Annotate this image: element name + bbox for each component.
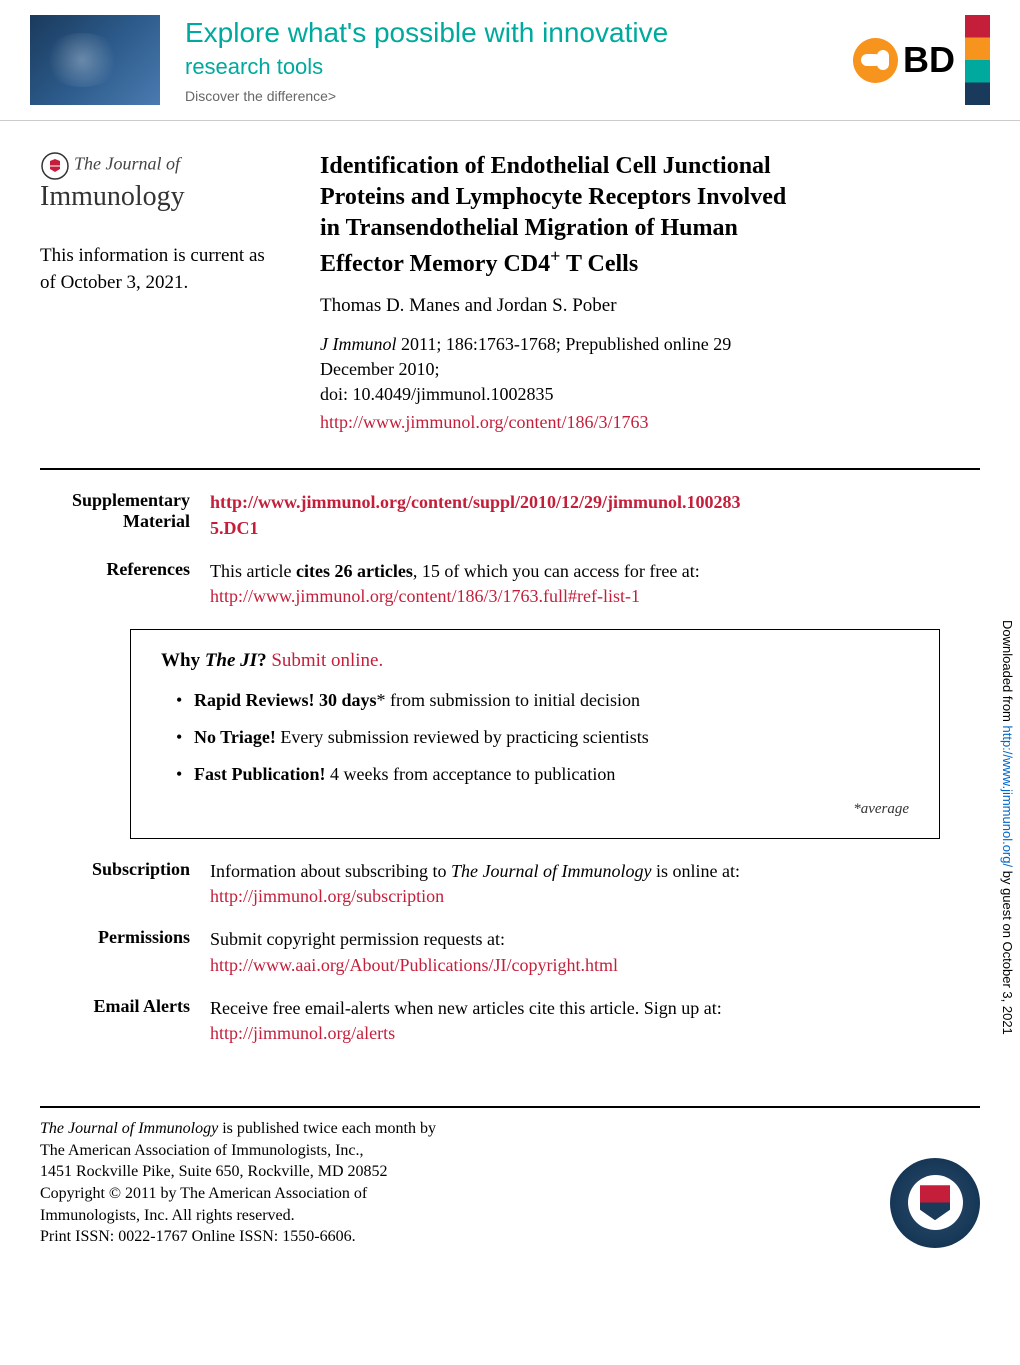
- why-item-rapid: Rapid Reviews! 30 days* from submission …: [176, 690, 909, 711]
- why-title: Why The JI? Submit online.: [161, 650, 909, 672]
- aai-small-icon: [40, 151, 70, 181]
- shield-icon: [920, 1185, 950, 1220]
- footer-text: The Journal of Immunology is published t…: [40, 1118, 436, 1248]
- subscription-row: Subscription Information about subscribi…: [40, 859, 980, 909]
- bd-logo-text: BD: [903, 39, 955, 81]
- divider-bottom: [40, 1106, 980, 1108]
- permissions-link[interactable]: http://www.aai.org/About/Publications/JI…: [210, 955, 618, 975]
- color-strip: [965, 15, 990, 105]
- references-link[interactable]: http://www.jimmunol.org/content/186/3/17…: [210, 586, 640, 606]
- article-url-link[interactable]: http://www.jimmunol.org/content/186/3/17…: [320, 412, 649, 432]
- journal-logo: The Journal of Immunology: [40, 151, 300, 213]
- main-content: The Journal of Immunology This informati…: [0, 121, 1020, 453]
- left-column: The Journal of Immunology This informati…: [40, 151, 320, 433]
- authors: Thomas D. Manes and Jordan S. Pober: [320, 295, 980, 317]
- banner-subtitle: research tools: [185, 54, 853, 80]
- subscription-label: Subscription: [40, 859, 210, 909]
- supplementary-label: Supplementary Material: [40, 490, 210, 540]
- supplementary-link[interactable]: http://www.jimmunol.org/content/suppl/20…: [210, 492, 741, 537]
- email-alerts-link[interactable]: http://jimmunol.org/alerts: [210, 1023, 395, 1043]
- doi: doi: 10.4049/jimmunol.1002835: [320, 384, 554, 404]
- banner-text: Explore what's possible with innovative …: [185, 17, 853, 104]
- references-row: References This article cites 26 article…: [40, 559, 980, 609]
- permissions-label: Permissions: [40, 927, 210, 977]
- submit-online-link[interactable]: Submit online.: [267, 650, 384, 671]
- current-info-line1: This information is current as: [40, 245, 265, 266]
- subscription-value: Information about subscribing to The Jou…: [210, 859, 980, 909]
- why-item-fast: Fast Publication! 4 weeks from acceptanc…: [176, 764, 909, 785]
- side-link[interactable]: http://www.jimmunol.org/: [1000, 726, 1015, 868]
- ad-banner: Explore what's possible with innovative …: [0, 0, 1020, 121]
- banner-logo-area: BD: [853, 15, 990, 105]
- permissions-value: Submit copyright permission requests at:…: [210, 927, 980, 977]
- footer: The Journal of Immunology is published t…: [0, 1118, 1020, 1278]
- email-alerts-row: Email Alerts Receive free email-alerts w…: [40, 996, 980, 1046]
- bd-logo[interactable]: BD: [853, 38, 955, 83]
- current-info: This information is current as of Octobe…: [40, 243, 300, 296]
- divider-top: [40, 468, 980, 470]
- aai-seal: [890, 1158, 980, 1248]
- pub-date: December 2010;: [320, 359, 439, 379]
- info-section-bottom: Subscription Information about subscribi…: [0, 859, 1020, 1046]
- why-item-triage: No Triage! Every submission reviewed by …: [176, 727, 909, 748]
- email-alerts-label: Email Alerts: [40, 996, 210, 1046]
- bd-logo-icon: [853, 38, 898, 83]
- download-side-text: Downloaded from http://www.jimmunol.org/…: [1000, 620, 1015, 1035]
- email-alerts-value: Receive free email-alerts when new artic…: [210, 996, 980, 1046]
- banner-title: Explore what's possible with innovative: [185, 17, 853, 49]
- citation: J Immunol 2011; 186:1763-1768; Prepublis…: [320, 332, 980, 408]
- info-section: Supplementary Material http://www.jimmun…: [0, 490, 1020, 609]
- permissions-row: Permissions Submit copyright permission …: [40, 927, 980, 977]
- supplementary-value: http://www.jimmunol.org/content/suppl/20…: [210, 490, 980, 540]
- why-the-ji-box: Why The JI? Submit online. Rapid Reviews…: [130, 629, 940, 839]
- banner-image: [30, 15, 160, 105]
- journal-name: Immunology: [40, 181, 185, 212]
- current-info-line2: of October 3, 2021.: [40, 272, 188, 293]
- article-title: Identification of Endothelial Cell Junct…: [320, 151, 980, 280]
- why-list: Rapid Reviews! 30 days* from submission …: [161, 690, 909, 785]
- references-label: References: [40, 559, 210, 609]
- journal-prefix: The Journal of: [74, 154, 180, 174]
- supplementary-row: Supplementary Material http://www.jimmun…: [40, 490, 980, 540]
- right-column: Identification of Endothelial Cell Junct…: [320, 151, 980, 433]
- banner-tagline: Discover the difference>: [185, 88, 853, 104]
- subscription-link[interactable]: http://jimmunol.org/subscription: [210, 886, 444, 906]
- references-value: This article cites 26 articles, 15 of wh…: [210, 559, 980, 609]
- why-footnote: *average: [161, 801, 909, 818]
- journal-abbrev: J Immunol: [320, 334, 396, 354]
